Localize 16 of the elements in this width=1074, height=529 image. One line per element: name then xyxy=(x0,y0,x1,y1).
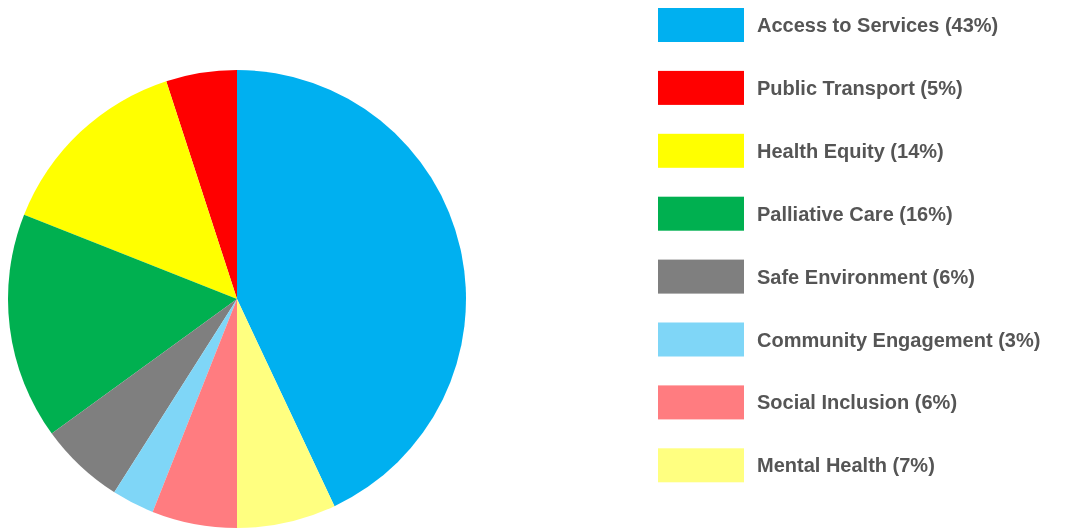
legend-label: Palliative Care (16%) xyxy=(757,202,953,225)
pie-slice xyxy=(51,299,237,493)
pie-slice xyxy=(152,299,237,528)
pie-slice xyxy=(8,214,237,434)
legend-label: Social Inclusion (6%) xyxy=(757,391,958,414)
legend-label: Mental Health (7%) xyxy=(757,454,935,477)
legend-label: Public Transport (5%) xyxy=(757,76,963,99)
legend-label: Access to Services (43%) xyxy=(757,14,999,36)
pie-slice xyxy=(114,299,237,512)
pie-slice xyxy=(237,70,466,507)
pie-slice xyxy=(166,70,237,299)
pie-slice xyxy=(237,299,335,528)
pie-slice xyxy=(24,81,237,299)
legend-label: Community Engagement (3%) xyxy=(757,328,1041,351)
legend-label: Health Equity (14%) xyxy=(757,139,944,162)
legend-label: Safe Environment (6%) xyxy=(757,265,975,288)
